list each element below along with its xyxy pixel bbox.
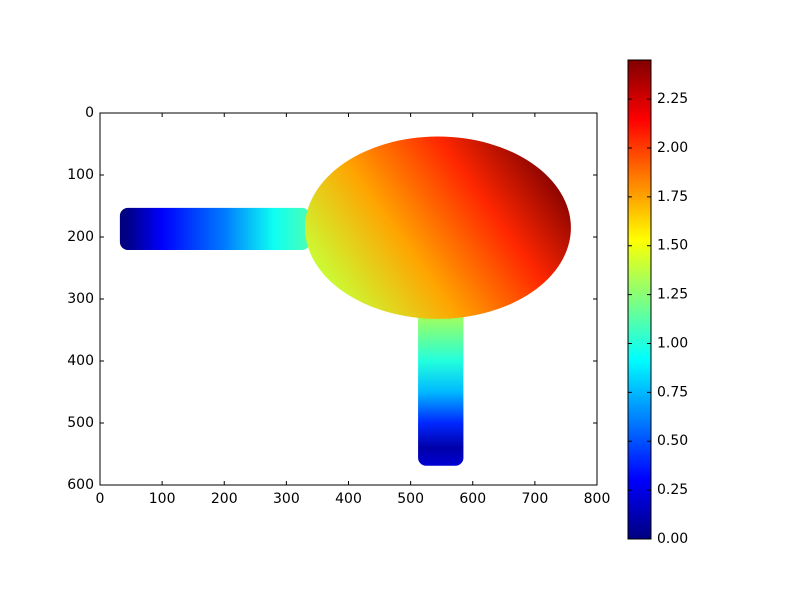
x-tick-label: 300 bbox=[273, 491, 300, 507]
colorbar-tick-label: 0.00 bbox=[657, 531, 688, 547]
field-region bbox=[119, 207, 310, 251]
x-tick-label: 800 bbox=[584, 491, 611, 507]
colorbar bbox=[627, 59, 652, 540]
y-tick-label: 100 bbox=[67, 167, 94, 183]
x-tick-label: 600 bbox=[459, 491, 486, 507]
colorbar-tick-label: 0.25 bbox=[657, 482, 688, 498]
colorbar-tick-label: 2.25 bbox=[657, 91, 688, 107]
field-region bbox=[305, 136, 571, 319]
colorbar-tick-label: 1.75 bbox=[657, 189, 688, 205]
colorbar-tick-label: 2.00 bbox=[657, 140, 688, 156]
colorbar-tick-label: 0.50 bbox=[657, 433, 688, 449]
x-tick-label: 100 bbox=[149, 491, 176, 507]
x-tick-label: 700 bbox=[522, 491, 549, 507]
x-tick-label: 500 bbox=[397, 491, 424, 507]
x-tick-label: 400 bbox=[335, 491, 362, 507]
colorbar-tick-label: 1.50 bbox=[657, 238, 688, 254]
y-tick-label: 0 bbox=[85, 105, 94, 121]
field-region bbox=[418, 299, 464, 466]
y-tick-label: 400 bbox=[67, 353, 94, 369]
colorbar-tick-label: 1.00 bbox=[657, 335, 688, 351]
y-tick-label: 200 bbox=[67, 229, 94, 245]
x-tick-label: 0 bbox=[96, 491, 105, 507]
colorbar-tick-label: 0.75 bbox=[657, 384, 688, 400]
y-tick-label: 600 bbox=[67, 477, 94, 493]
colorbar-tick-label: 1.25 bbox=[657, 287, 688, 303]
y-tick-label: 500 bbox=[67, 415, 94, 431]
y-tick-label: 300 bbox=[67, 291, 94, 307]
x-tick-label: 200 bbox=[211, 491, 238, 507]
